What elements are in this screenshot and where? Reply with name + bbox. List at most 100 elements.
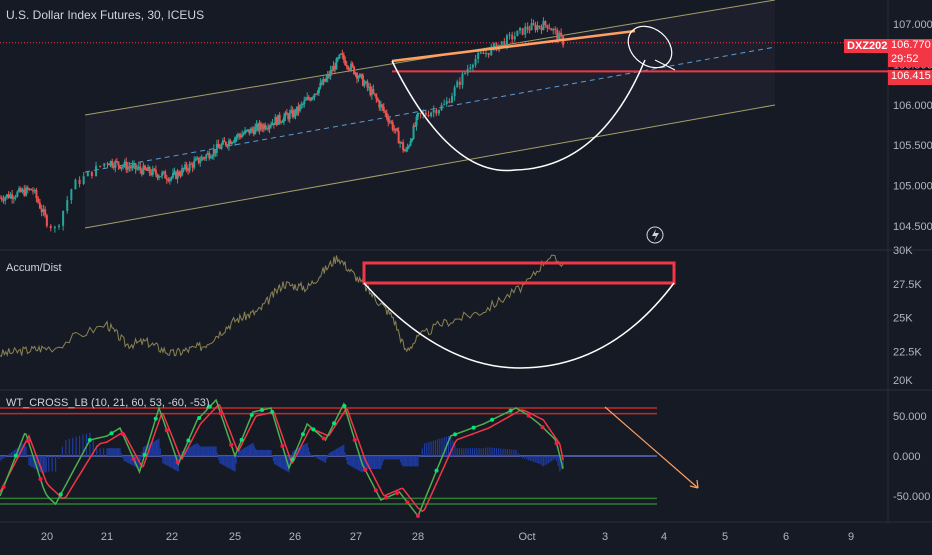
candle-body: [378, 101, 381, 108]
candle-body: [261, 127, 264, 130]
candle-body: [341, 53, 344, 55]
candle-body: [382, 106, 385, 112]
candle-body: [184, 164, 187, 170]
candle-body: [199, 160, 202, 163]
wtcross-tick-label: 0.000: [893, 451, 921, 463]
candle-body: [430, 112, 433, 117]
wtcross-signal-dot: [13, 453, 18, 458]
time-tick-label: 5: [722, 531, 728, 543]
candle-body: [244, 130, 247, 134]
candle-body: [370, 89, 373, 96]
candle-body: [99, 165, 102, 167]
wtcross-signal-dot: [153, 416, 158, 421]
candle-body: [191, 164, 194, 168]
candle-body: [179, 175, 182, 177]
candle-body: [516, 30, 519, 37]
wtcross-arrow-head: [689, 479, 699, 489]
candle-body: [445, 101, 448, 104]
candle-body: [295, 106, 298, 115]
candle-body: [19, 188, 22, 192]
candle-body: [246, 129, 249, 131]
candle-body: [560, 32, 563, 37]
candle-body: [513, 36, 516, 40]
candle-body: [546, 24, 549, 29]
candle-body: [317, 87, 320, 94]
candle-body: [162, 171, 165, 173]
price-tick-label: 107.000: [893, 19, 932, 31]
candle-body: [419, 112, 422, 115]
candle-body: [328, 74, 331, 77]
candle-body: [268, 125, 271, 129]
candle-body: [173, 171, 176, 174]
candle-body: [366, 81, 369, 88]
wtcross-signal-dot: [87, 438, 92, 442]
candle-body: [456, 81, 459, 88]
price-tick-label: 105.000: [893, 180, 932, 192]
candle-body: [461, 73, 464, 85]
channel-lower-line: [84, 104, 776, 229]
candle-body: [548, 28, 551, 30]
wtcross-label: WT_CROSS_LB (10, 21, 60, 53, -60, -53): [6, 397, 210, 409]
candle-body: [464, 72, 467, 74]
candle-body: [500, 41, 503, 45]
candle-body: [540, 27, 543, 31]
candle-body: [214, 148, 217, 153]
candle-body: [74, 179, 77, 190]
candle-body: [375, 94, 378, 99]
candle-body: [304, 99, 307, 101]
candle-body: [339, 53, 342, 55]
candle-body: [399, 142, 402, 144]
candle-body: [281, 121, 284, 123]
candle-body: [221, 140, 224, 145]
candle-body: [532, 23, 535, 25]
wtcross-signal-dot: [239, 437, 244, 442]
candle-body: [391, 122, 394, 130]
handle-pattern-ellipse: [627, 25, 673, 69]
wtcross-signal-dot: [175, 460, 180, 465]
candle-body: [252, 130, 255, 135]
candle-body: [167, 179, 170, 182]
candle-body: [528, 29, 531, 31]
wtcross-signal-dot: [120, 431, 125, 436]
candle-body: [66, 200, 69, 211]
time-tick-label: 21: [101, 531, 113, 543]
candle-body: [62, 210, 65, 226]
candle-body: [316, 93, 319, 95]
resistance-trendline: [391, 29, 636, 63]
candle-body: [334, 65, 337, 70]
candle-body: [123, 161, 126, 166]
time-tick-label: 20: [41, 531, 53, 543]
candle-body: [209, 157, 212, 159]
candle-body: [122, 165, 125, 167]
candle-body: [181, 168, 184, 176]
candle-body: [474, 58, 477, 65]
candle-body: [320, 82, 323, 85]
cup-pattern-curve: [391, 59, 646, 172]
candle-body: [309, 98, 312, 101]
candle-body: [267, 128, 270, 130]
candle-body: [526, 26, 529, 30]
candle-body: [440, 104, 443, 111]
candle-body: [134, 163, 137, 169]
wtcross-signal-dot: [332, 421, 337, 426]
wtcross-signal-dot: [109, 431, 114, 436]
wtcross-signal-dot: [508, 408, 513, 413]
candle-body: [257, 123, 260, 131]
candle-body: [331, 70, 334, 72]
wtcross-signal-dot: [218, 411, 223, 416]
candle-body: [44, 209, 47, 216]
candle-body: [215, 143, 218, 153]
candle-body: [151, 168, 154, 175]
wtcross-signal-dot: [229, 442, 234, 447]
wtcross-signal-dot: [260, 408, 264, 412]
candle-body: [451, 96, 454, 103]
candle-body: [348, 69, 351, 71]
wtcross-signal-dot: [164, 428, 169, 433]
candle-body: [503, 41, 506, 47]
candle-body: [262, 124, 265, 130]
candle-body: [136, 168, 139, 170]
candle-body: [254, 127, 257, 135]
candle-body: [306, 97, 309, 100]
candle-body: [367, 86, 370, 88]
candle-body: [203, 157, 206, 159]
